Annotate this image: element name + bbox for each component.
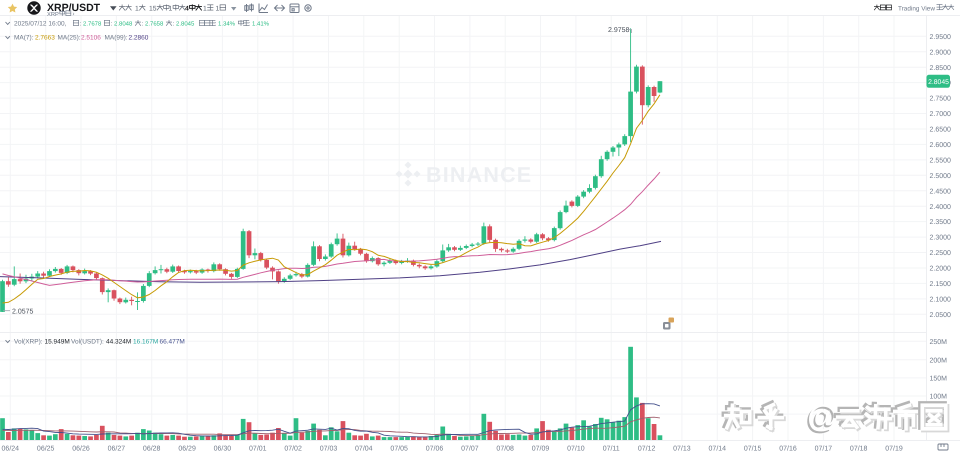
svg-text:XRP: XRP [47, 12, 59, 18]
svg-text:2.5000: 2.5000 [930, 173, 952, 180]
svg-text:07/13: 07/13 [673, 445, 691, 453]
svg-text:2.2000: 2.2000 [930, 266, 952, 273]
svg-text:2.3000: 2.3000 [930, 235, 952, 242]
svg-text:@: @ [807, 399, 837, 434]
svg-text:07/05: 07/05 [390, 445, 408, 453]
svg-text:2.7663: 2.7663 [35, 35, 55, 42]
svg-text::: : [80, 20, 82, 27]
svg-text:2.6500: 2.6500 [930, 127, 952, 134]
svg-text:07/03: 07/03 [320, 445, 338, 453]
svg-text:07/09: 07/09 [532, 445, 550, 453]
svg-text:15.949M: 15.949M [45, 339, 70, 346]
svg-text:MA(25):: MA(25): [58, 35, 81, 42]
svg-text:1: 1 [216, 5, 220, 12]
svg-text:250M: 250M [930, 339, 948, 346]
svg-text::: : [173, 20, 175, 27]
svg-text:2.4000: 2.4000 [930, 204, 952, 211]
svg-text:2.0500: 2.0500 [930, 312, 952, 319]
svg-text:100M: 100M [930, 394, 948, 401]
svg-text:07/15: 07/15 [744, 445, 762, 453]
svg-text::: : [142, 20, 144, 27]
svg-text:2.2860: 2.2860 [129, 35, 149, 42]
svg-text:2.5106: 2.5106 [81, 35, 101, 42]
svg-text:2.1000: 2.1000 [930, 297, 952, 304]
svg-text:Vol(USDT):: Vol(USDT): [71, 339, 104, 346]
svg-text:›: › [73, 12, 75, 18]
svg-text:07/11: 07/11 [603, 445, 620, 453]
svg-text:07/16: 07/16 [779, 445, 797, 453]
svg-text:07/02: 07/02 [284, 445, 302, 453]
svg-text:07/12: 07/12 [638, 445, 656, 453]
svg-text:06/25: 06/25 [37, 445, 55, 453]
svg-text:06/26: 06/26 [72, 445, 90, 453]
svg-text:MA(7):: MA(7): [14, 35, 34, 42]
svg-text::: : [215, 20, 217, 27]
svg-text:2.7500: 2.7500 [930, 96, 952, 103]
svg-text:07/08: 07/08 [496, 445, 514, 453]
svg-text:07/04: 07/04 [355, 445, 373, 453]
svg-text:1: 1 [203, 5, 207, 12]
svg-text:07/10: 07/10 [567, 445, 585, 453]
svg-text:44.324M: 44.324M [106, 339, 131, 346]
svg-text:2.6000: 2.6000 [930, 142, 952, 149]
svg-text:16.167M: 16.167M [133, 339, 158, 346]
svg-text:2.8045: 2.8045 [928, 79, 949, 86]
svg-text:2.2500: 2.2500 [930, 250, 952, 257]
svg-text:1: 1 [169, 5, 173, 12]
svg-text:4: 4 [185, 5, 189, 12]
svg-text:2.0575: 2.0575 [12, 309, 34, 316]
svg-text:@: @ [806, 401, 836, 436]
svg-text:1.41%: 1.41% [252, 20, 270, 27]
svg-text:06/29: 06/29 [178, 445, 196, 453]
svg-text:2.1500: 2.1500 [930, 281, 952, 288]
svg-text:06/27: 06/27 [108, 445, 126, 453]
svg-text:2.7658: 2.7658 [145, 20, 164, 27]
svg-text:Trading View: Trading View [898, 5, 935, 12]
svg-text:2.7678: 2.7678 [83, 20, 102, 27]
svg-text:2.8045: 2.8045 [176, 20, 195, 27]
svg-text:BINANCE: BINANCE [426, 163, 532, 187]
svg-text:07/18: 07/18 [850, 445, 868, 453]
svg-text:07/19: 07/19 [885, 445, 903, 453]
svg-text:15: 15 [149, 5, 157, 12]
svg-text:2.3500: 2.3500 [930, 219, 952, 226]
svg-text:2025/07/12 16:00,: 2025/07/12 16:00, [14, 20, 67, 27]
svg-text:06/24: 06/24 [2, 445, 20, 453]
svg-text:07/01: 07/01 [249, 445, 267, 453]
svg-text:1: 1 [135, 5, 139, 12]
svg-text::: : [249, 20, 251, 27]
svg-text:2.9500: 2.9500 [930, 34, 952, 41]
svg-text:06/28: 06/28 [143, 445, 161, 453]
svg-text:66.477M: 66.477M [160, 339, 185, 346]
svg-text:06/30: 06/30 [214, 445, 232, 453]
svg-text:1.34%: 1.34% [218, 20, 236, 27]
svg-text:150M: 150M [930, 376, 948, 383]
svg-text:2.8500: 2.8500 [930, 65, 952, 72]
svg-text:2.9758: 2.9758 [608, 27, 630, 34]
svg-text:MA(99):: MA(99): [105, 35, 128, 42]
svg-text:2.4500: 2.4500 [930, 188, 952, 195]
svg-text:07/14: 07/14 [709, 445, 727, 453]
svg-text:2.9000: 2.9000 [930, 49, 952, 56]
svg-text::: : [111, 20, 113, 27]
svg-text:07/07: 07/07 [461, 445, 479, 453]
svg-text:2.8048: 2.8048 [114, 20, 133, 27]
svg-text:200M: 200M [930, 357, 948, 364]
svg-text:Vol(XRP):: Vol(XRP): [14, 339, 43, 346]
svg-text:2.5500: 2.5500 [930, 158, 952, 165]
svg-text:2.7000: 2.7000 [930, 111, 952, 118]
svg-text:07/17: 07/17 [815, 445, 833, 453]
svg-text:07/06: 07/06 [426, 445, 444, 453]
